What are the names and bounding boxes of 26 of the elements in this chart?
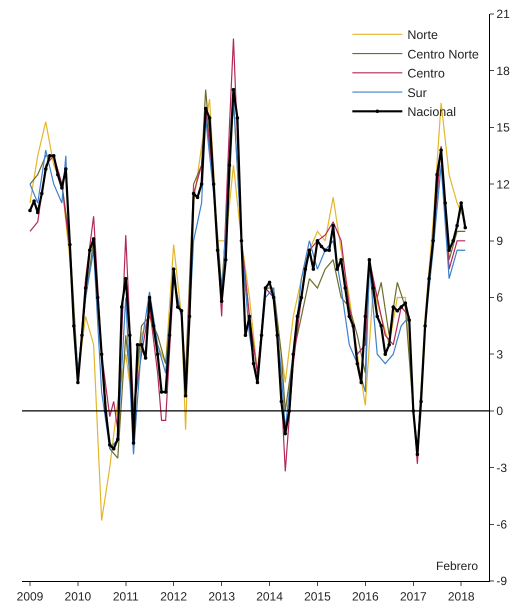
x-tick-label: 2012	[160, 589, 188, 604]
y-tick-label: 9	[496, 234, 504, 248]
x-tick-label: 2016	[352, 589, 379, 604]
legend-label: Sur	[407, 86, 427, 100]
y-tick-label: 0	[496, 404, 504, 418]
y-tick-label: -9	[496, 574, 508, 588]
x-tick-label: 2018	[448, 589, 475, 604]
y-tick-label: 18	[496, 64, 510, 78]
y-tick-label: -6	[496, 518, 508, 532]
x-tick-label: 2017	[400, 589, 427, 604]
y-tick-label: -3	[496, 460, 508, 475]
y-tick-label: 3	[496, 347, 504, 362]
x-tick-label: 2010	[64, 589, 92, 604]
y-tick-label: 12	[496, 177, 510, 192]
legend-label: Centro Norte	[407, 47, 479, 62]
x-tick-label: 2014	[256, 589, 284, 604]
x-tick-label: 2015	[304, 589, 332, 604]
x-tick-label: 2011	[112, 589, 139, 604]
y-tick-label: 15	[496, 120, 510, 135]
x-tick-label: 2013	[208, 589, 236, 604]
y-tick-label: 6	[496, 290, 504, 305]
x-tick-label: 2009	[16, 589, 44, 604]
legend-label: Centro	[407, 66, 445, 81]
legend-label: Norte	[407, 28, 438, 42]
y-tick-label: 21	[496, 7, 510, 22]
annotation: Febrero	[436, 559, 478, 573]
